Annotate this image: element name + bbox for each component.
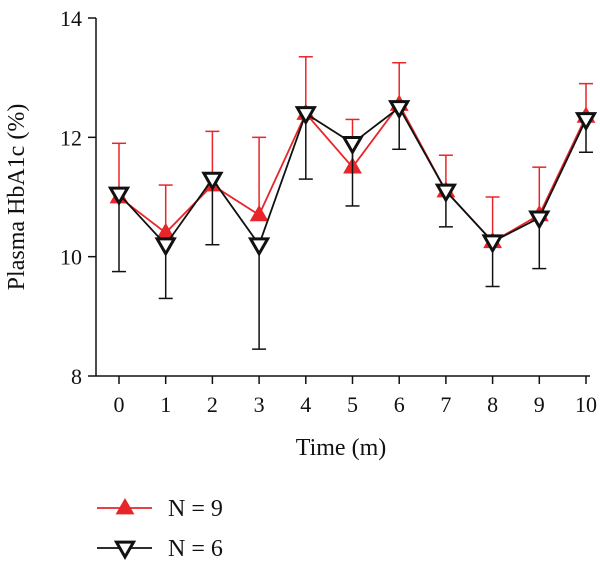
- x-ticks: 0 1 2 3 4 5 6 7 8 9 10: [114, 376, 597, 417]
- x-tick-label: 0: [114, 392, 125, 417]
- x-tick-label: 2: [207, 392, 218, 417]
- data-point: [481, 234, 504, 254]
- data-point: [574, 112, 598, 132]
- x-tick-label: 9: [534, 392, 545, 417]
- axes: [95, 18, 590, 377]
- x-tick-label: 4: [300, 392, 311, 417]
- data-point: [341, 135, 364, 156]
- legend-item-1: N = 6: [97, 536, 223, 562]
- x-tick-label: 1: [160, 392, 171, 417]
- x-tick-label: 8: [487, 392, 498, 417]
- x-tick-label: 3: [254, 392, 265, 417]
- legend-label: N = 9: [168, 496, 223, 522]
- data-point: [247, 237, 271, 257]
- y-tick-label: 12: [60, 125, 82, 150]
- y-tick-label: 14: [60, 6, 82, 31]
- y-tick-label: 10: [60, 245, 82, 270]
- x-tick-label: 7: [440, 392, 451, 417]
- data-point: [249, 204, 269, 222]
- x-axis-label: Time (m): [296, 435, 386, 461]
- data-point: [294, 106, 317, 126]
- legend-label: N = 6: [168, 536, 223, 562]
- data-point: [528, 210, 551, 230]
- x-tick-label: 6: [394, 392, 405, 417]
- data-point: [201, 171, 224, 192]
- series-1: [107, 100, 598, 350]
- x-tick-label: 5: [347, 392, 358, 417]
- data-point: [388, 100, 411, 120]
- legend-item-0: N = 9: [97, 496, 223, 522]
- data-point: [434, 183, 458, 204]
- legend: N = 9 N = 6: [97, 496, 223, 562]
- data-point: [107, 186, 131, 207]
- y-axis-label: Plasma HbA1c (%): [4, 104, 30, 291]
- y-ticks: 8 10 12 14: [60, 6, 96, 389]
- series-layer: [107, 56, 598, 350]
- legend-marker: [113, 540, 137, 561]
- data-point: [154, 237, 177, 257]
- y-tick-label: 8: [71, 364, 82, 389]
- x-tick-label: 10: [575, 392, 597, 417]
- legend-marker: [115, 497, 135, 515]
